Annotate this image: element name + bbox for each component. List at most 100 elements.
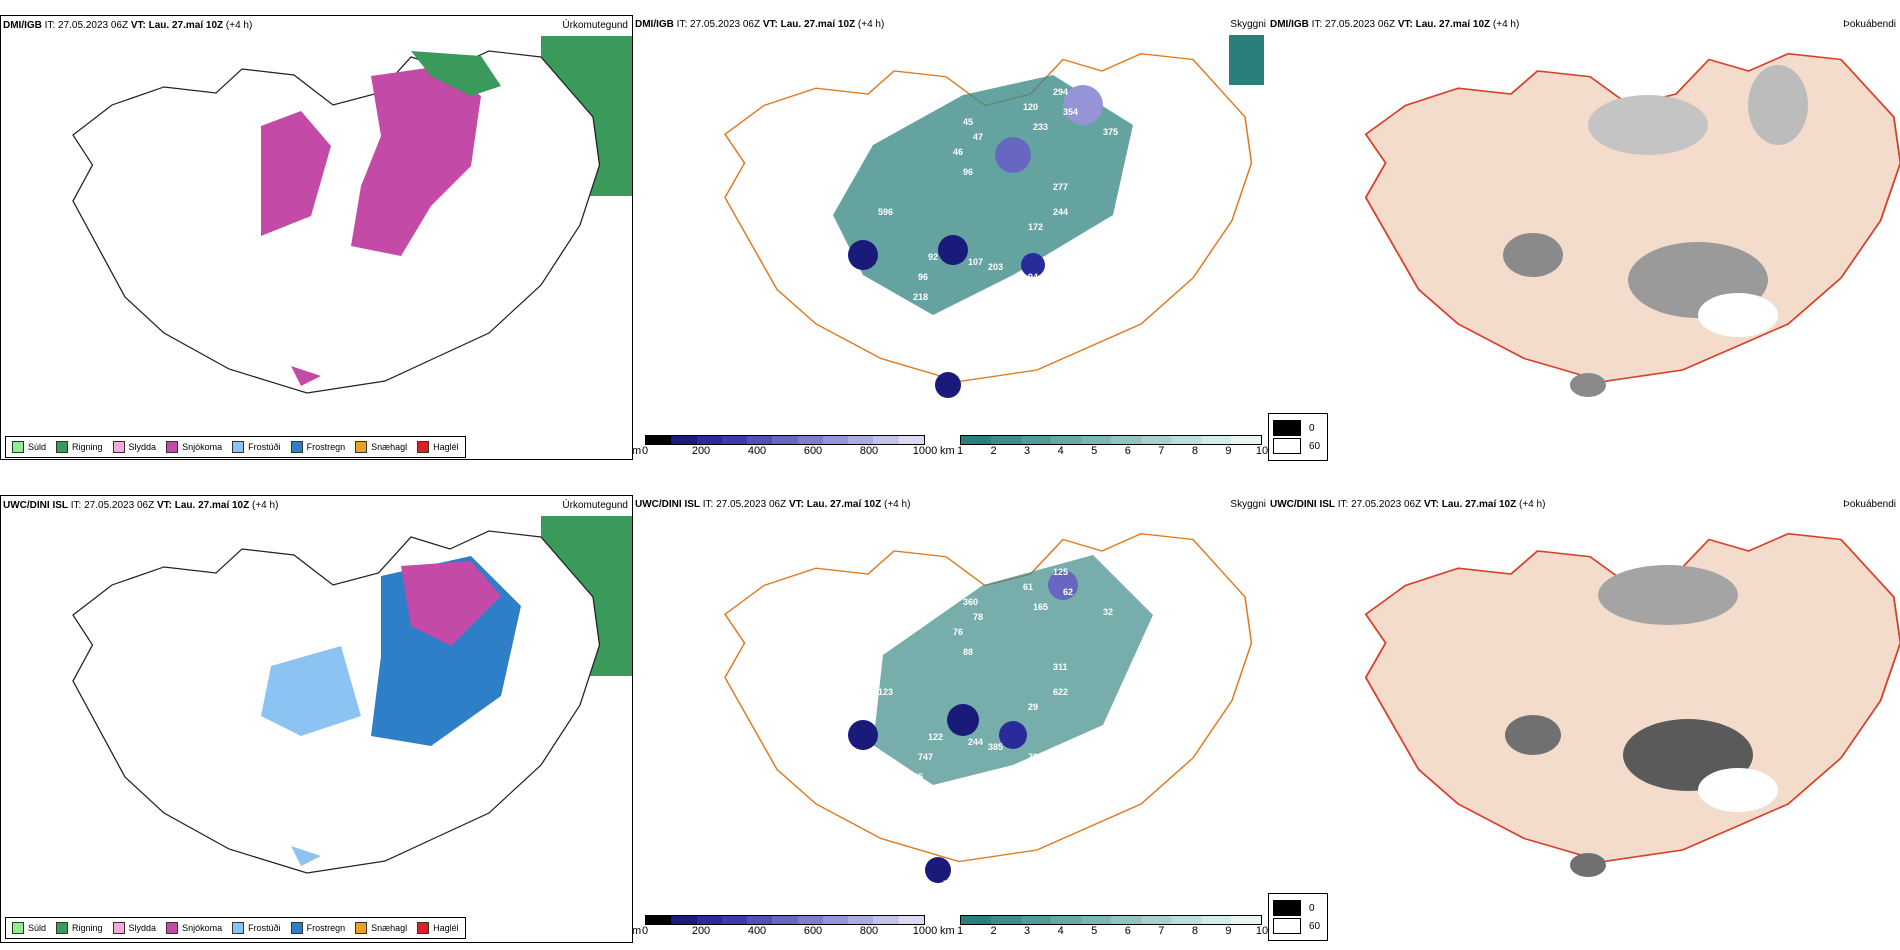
colorbar-tick: 1 bbox=[956, 925, 964, 937]
cloud-base-bar bbox=[645, 435, 925, 445]
legend-item: Slydda bbox=[112, 922, 156, 934]
snow-area bbox=[261, 111, 331, 236]
legend-item: Frostregn bbox=[290, 441, 345, 453]
visibility-colorbar: 1 2 3 4 5 6 7 8 9 10 km bbox=[940, 915, 1268, 939]
cloud-base-labels: 294 354 375 334 120 233 55 277 244 172 172 84 94 203 1… bbox=[878, 87, 1168, 409]
cloud-base-value: 360 bbox=[963, 597, 978, 607]
colorbar-tick: 1 bbox=[956, 445, 964, 457]
cloud-base-value: 59 bbox=[978, 397, 988, 407]
visibility-bar bbox=[960, 435, 1262, 445]
cloud-base-value: 622 bbox=[1053, 687, 1068, 697]
swatch bbox=[417, 441, 430, 453]
unit-label: km bbox=[940, 445, 955, 457]
swatch bbox=[355, 441, 368, 453]
visibility-map-top: 294 354 375 334 120 233 55 277 244 172 172 84 94 203 1… bbox=[724, 35, 1264, 409]
cloud-base-value: 334 bbox=[1153, 122, 1168, 132]
low-cloud-cell bbox=[935, 372, 961, 398]
colorbar-tick: 2 bbox=[990, 445, 997, 457]
colorbar-segment bbox=[1021, 436, 1051, 444]
colorbar-segment bbox=[721, 436, 748, 444]
visibility-colorbar: 1 2 3 4 5 6 7 8 9 10 km bbox=[940, 435, 1268, 459]
swatch bbox=[1273, 900, 1301, 916]
fog-legend-top: 0 60 bbox=[1268, 413, 1328, 461]
panel-header: DMI/IGB IT: 27.05.2023 06Z VT: Lau. 27.m… bbox=[1270, 19, 1520, 30]
colorbar-tick: 2 bbox=[990, 925, 997, 937]
colorbar-segment bbox=[1231, 916, 1261, 924]
cloud-base-ticks: 0 200 400 600 800 1000 bbox=[641, 445, 937, 459]
unit-label: m bbox=[632, 925, 642, 937]
colorbar-segment bbox=[848, 436, 874, 444]
cloud-base-value: 120 bbox=[1023, 102, 1038, 112]
colorbar-tick: 4 bbox=[1057, 925, 1064, 937]
cloud-base-value: 45 bbox=[963, 117, 973, 127]
legend-item: Rigning bbox=[56, 922, 103, 934]
colorbar-segment bbox=[747, 436, 773, 444]
colorbar-tick: 0 bbox=[641, 445, 649, 457]
field-title: Þokuábendi bbox=[1843, 19, 1896, 30]
fog-legend-item: 60 bbox=[1273, 918, 1323, 934]
cloud-base-value: 32 bbox=[1103, 607, 1113, 617]
colorbar-tick: 0 bbox=[641, 925, 649, 937]
colorbar-segment bbox=[1111, 916, 1141, 924]
colorbar-segment bbox=[1231, 436, 1261, 444]
fog-panel-bottom: UWC/DINI ISL IT: 27.05.2023 06Z VT: Lau.… bbox=[1268, 495, 1900, 940]
panel-header: DMI/IGB IT: 27.05.2023 06Z VT: Lau. 27.m… bbox=[635, 19, 885, 30]
cloud-base-colorbar: 0 200 400 600 800 1000 m bbox=[632, 435, 937, 459]
fog-area bbox=[1748, 65, 1808, 145]
field-title: Úrkomutegund bbox=[562, 500, 628, 511]
swatch bbox=[12, 922, 24, 934]
precip-type-panel-top: DMI/IGB IT: 27.05.2023 06Z VT: Lau. 27.m… bbox=[0, 15, 633, 460]
cloud-base-value: 46 bbox=[953, 147, 963, 157]
swatch bbox=[56, 441, 69, 453]
legend-item: Frostúði bbox=[232, 922, 281, 934]
colorbar-segment bbox=[1141, 436, 1171, 444]
cloud-base-colorbar: 0 200 400 600 800 1000 m bbox=[632, 915, 937, 939]
cloud-base-value: 385 bbox=[988, 742, 1003, 752]
colorbar-tick: 4 bbox=[1057, 445, 1064, 457]
colorbar-segment bbox=[991, 916, 1021, 924]
colorbar-segment bbox=[822, 436, 849, 444]
visibility-area bbox=[873, 555, 1153, 785]
visibility-area bbox=[833, 75, 1133, 315]
cloud-base-value: 78 bbox=[973, 612, 983, 622]
colorbar-tick: 8 bbox=[1191, 445, 1198, 457]
cloud-base-value: 311 bbox=[1053, 662, 1068, 672]
cloud-base-value: 233 bbox=[1033, 122, 1048, 132]
colorbar-tick: 400 bbox=[747, 925, 767, 937]
cloud-base-value: 61 bbox=[1003, 787, 1013, 797]
cloud-base-value: 140 bbox=[978, 877, 993, 887]
colorbar-tick: 5 bbox=[1091, 445, 1098, 457]
low-cloud-cell bbox=[999, 721, 1027, 749]
low-cloud-cell bbox=[1048, 570, 1078, 600]
colorbar-tick: 800 bbox=[859, 925, 879, 937]
colorbar-segment bbox=[991, 436, 1021, 444]
swatch bbox=[112, 441, 125, 453]
colorbar-segment bbox=[1201, 916, 1231, 924]
swatch bbox=[166, 441, 179, 453]
cloud-base-ticks: 0 200 400 600 800 1000 bbox=[641, 925, 937, 939]
cloud-base-bar bbox=[645, 915, 925, 925]
colorbar-segment bbox=[696, 916, 722, 924]
cloud-base-value: 172 bbox=[1133, 272, 1148, 282]
cloud-base-value: 61 bbox=[943, 399, 953, 409]
low-cloud-cell bbox=[925, 857, 951, 883]
colorbar-tick: 7 bbox=[1158, 445, 1165, 457]
panel-header: UWC/DINI ISL IT: 27.05.2023 06Z VT: Lau.… bbox=[635, 499, 911, 510]
unit-label: m bbox=[632, 445, 642, 457]
field-title: Skyggni bbox=[1230, 499, 1266, 510]
legend-item: Haglél bbox=[417, 441, 459, 453]
cloud-base-value: 123 bbox=[878, 687, 893, 697]
fog-legend-item: 0 bbox=[1273, 900, 1323, 916]
swatch bbox=[1273, 438, 1301, 454]
legend-item: Frostúði bbox=[232, 441, 281, 453]
colorbar-segment bbox=[721, 916, 748, 924]
snow-area bbox=[291, 366, 321, 386]
cloud-base-value: 277 bbox=[1053, 182, 1068, 192]
visibility-ticks: 1 2 3 4 5 6 7 8 9 10 bbox=[956, 445, 1268, 459]
fog-area bbox=[1698, 768, 1778, 812]
cloud-base-value: 122 bbox=[928, 732, 943, 742]
colorbar-tick: 5 bbox=[1091, 925, 1098, 937]
cloud-base-value: 96 bbox=[963, 167, 973, 177]
cloud-base-value: 375 bbox=[1103, 127, 1118, 137]
